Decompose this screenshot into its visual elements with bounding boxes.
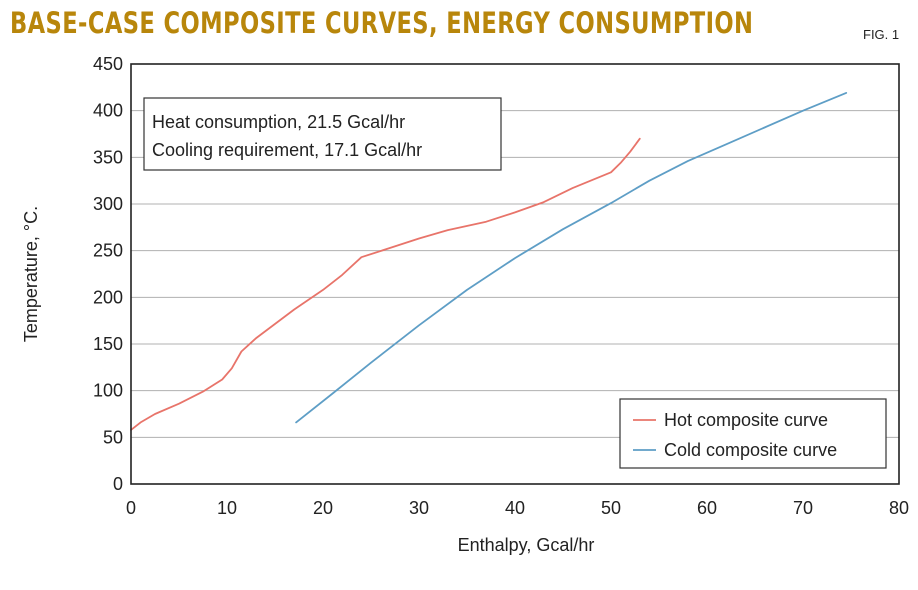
series-layer: [130, 92, 848, 431]
cold-composite-curve: [295, 92, 848, 424]
y-tick-label: 100: [93, 381, 123, 401]
y-tick-label: 400: [93, 101, 123, 121]
annotation-box: Heat consumption, 21.5 Gcal/hr Cooling r…: [143, 97, 502, 171]
legend-cold-label: Cold composite curve: [664, 440, 837, 460]
hot-composite-curve: [130, 137, 641, 431]
y-tick-label: 200: [93, 287, 123, 307]
heat-consumption-text: Heat consumption, 21.5 Gcal/hr: [152, 112, 405, 132]
y-tick-label: 150: [93, 334, 123, 354]
x-tick-label: 70: [793, 498, 813, 518]
plot-frame: [130, 63, 900, 485]
x-tick-label: 20: [313, 498, 333, 518]
axis-ticks: 0 50 100 150 200 250 300 350 400 450 0 10 20 30 40 50 60…: [93, 54, 909, 518]
legend: Hot composite curve Cold composite curve: [619, 398, 887, 469]
legend-frame: [619, 398, 887, 469]
chart-title: BASE-CASE COMPOSITE CURVES, ENERGY CONSU…: [10, 6, 754, 40]
x-tick-label: 80: [889, 498, 909, 518]
x-tick-label: 0: [126, 498, 136, 518]
x-tick-label: 40: [505, 498, 525, 518]
legend-hot-label: Hot composite curve: [664, 410, 828, 430]
y-tick-label: 450: [93, 54, 123, 74]
x-tick-label: 10: [217, 498, 237, 518]
y-tick-label: 300: [93, 194, 123, 214]
y-tick-label: 50: [103, 427, 123, 447]
y-axis-label: Temperature, °C.: [21, 206, 41, 342]
y-tick-label: 350: [93, 147, 123, 167]
x-tick-label: 60: [697, 498, 717, 518]
y-tick-label: 250: [93, 241, 123, 261]
figure-label: FIG. 1: [863, 27, 900, 42]
x-tick-label: 30: [409, 498, 429, 518]
y-tick-label: 0: [113, 474, 123, 494]
cooling-requirement-text: Cooling requirement, 17.1 Gcal/hr: [152, 140, 422, 160]
x-axis-label: Enthalpy, Gcal/hr: [458, 535, 595, 555]
x-tick-label: 50: [601, 498, 621, 518]
